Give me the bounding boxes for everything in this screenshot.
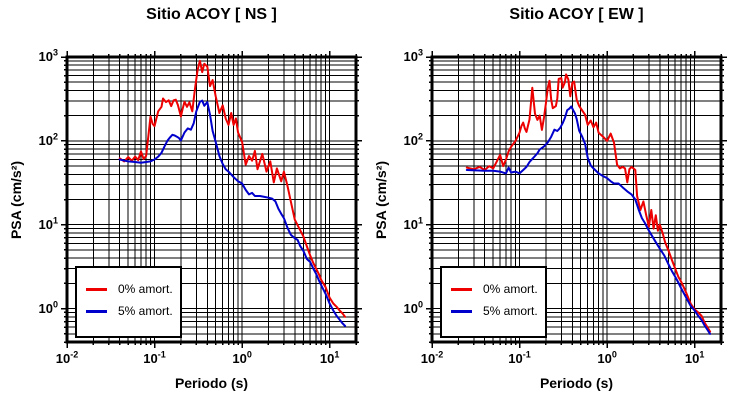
x-tick-label: 10-2: [420, 349, 444, 366]
legend-line-5pct: [451, 309, 472, 313]
legend-item: 5% amort.: [86, 303, 173, 319]
x-tick-label: 101: [319, 349, 340, 366]
legend-label: 0% amort.: [118, 282, 173, 296]
series-curves: [118, 59, 347, 327]
series-0-amort-: [465, 73, 712, 333]
chart-canvas-ns: [61, 51, 362, 348]
legend-line-5pct: [86, 309, 107, 313]
x-axis-label: Periodo (s): [539, 375, 614, 391]
plot-title: Sitio ACOY [ NS ]: [146, 6, 277, 23]
legend-label: 5% amort.: [118, 304, 173, 318]
y-tick-label: 102: [403, 131, 423, 148]
x-tick-label: 100: [597, 349, 617, 366]
x-tick-label: 10-1: [143, 349, 166, 366]
x-tick-label: 100: [232, 349, 252, 366]
y-tick-label: 100: [403, 299, 423, 316]
legend-line-0pct: [86, 287, 107, 291]
y-tick-label: 103: [38, 47, 58, 64]
x-tick-label: 101: [684, 349, 705, 366]
plot-frame: [65, 55, 358, 344]
plot-title: Sitio ACOY [ EW ]: [509, 6, 644, 23]
y-tick-label: 103: [403, 47, 423, 64]
series-curves: [465, 73, 712, 335]
series-5-amort-: [465, 105, 712, 335]
legend-label: 5% amort.: [483, 304, 538, 318]
legend-line-0pct: [451, 287, 472, 291]
x-tick-label: 10-2: [55, 349, 79, 366]
y-tick-label: 101: [403, 215, 423, 232]
y-tick-label: 101: [38, 215, 58, 232]
y-tick-label: 102: [38, 131, 58, 148]
legend-item: 0% amort.: [86, 281, 173, 297]
y-tick-label: 100: [38, 299, 58, 316]
legend: 0% amort. 5% amort.: [440, 266, 547, 338]
legend: 0% amort. 5% amort.: [75, 266, 182, 338]
legend-item: 5% amort.: [451, 303, 538, 319]
series-0-amort-: [118, 59, 347, 318]
legend-item: 0% amort.: [451, 281, 538, 297]
x-tick-label: 10-1: [508, 349, 531, 366]
x-axis-label: Periodo (s): [174, 375, 249, 391]
plot-ns: Sitio ACOY [ NS ] PSA (cm/s²) Periodo (s…: [8, 6, 362, 391]
legend-label: 0% amort.: [483, 282, 538, 296]
plot-ew: Sitio ACOY [ EW ] PSA (cm/s²) Periodo (s…: [365, 0, 730, 400]
plot-frame: [430, 55, 723, 344]
series-5-amort-: [118, 99, 347, 327]
